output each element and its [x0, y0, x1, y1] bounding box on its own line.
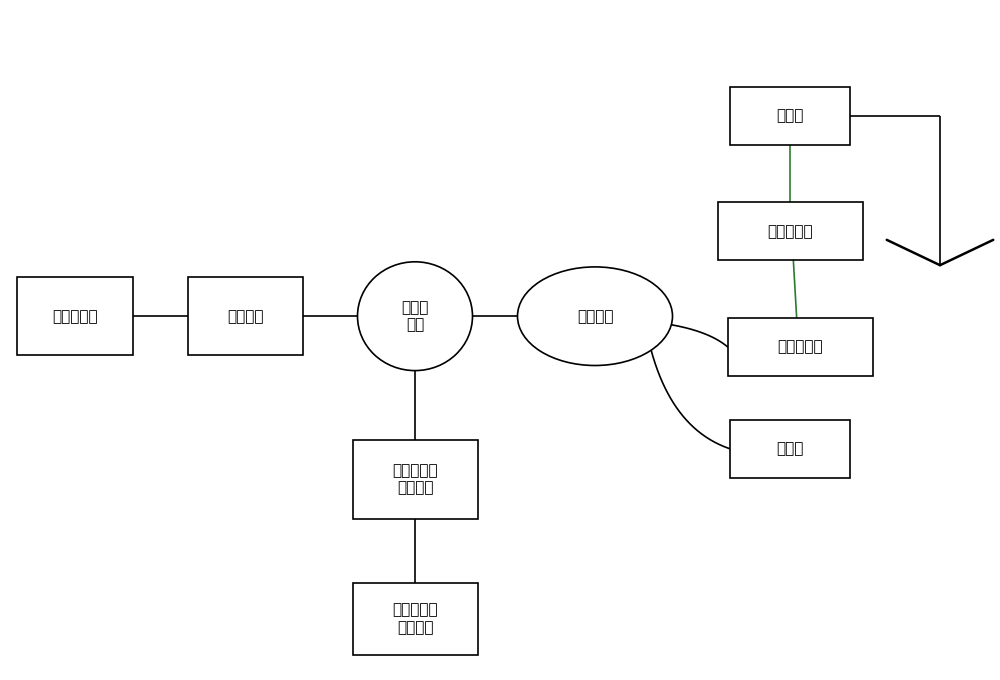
Text: 光电二极管: 光电二极管: [777, 339, 823, 354]
Text: 第一布拉格
光纤光栅: 第一布拉格 光纤光栅: [392, 463, 438, 496]
Text: 放大器: 放大器: [776, 108, 804, 123]
Text: 光隔离器: 光隔离器: [227, 309, 263, 324]
Bar: [728, 318, 872, 375]
Bar: [730, 87, 850, 145]
Bar: [352, 583, 478, 654]
Ellipse shape: [358, 262, 473, 371]
Text: 光谱仪: 光谱仪: [776, 441, 804, 456]
Text: 宽带激光器: 宽带激光器: [52, 309, 98, 324]
Text: 光耦合器: 光耦合器: [577, 309, 613, 324]
Bar: [352, 441, 478, 518]
Bar: [718, 203, 862, 260]
Text: 第二布拉格
光纤光栅: 第二布拉格 光纤光栅: [392, 602, 438, 635]
Text: 光纤环
路器: 光纤环 路器: [401, 300, 429, 333]
Text: 窄带滤波器: 窄带滤波器: [767, 224, 813, 239]
Bar: [17, 277, 132, 355]
Bar: [188, 277, 302, 355]
Bar: [730, 420, 850, 477]
Ellipse shape: [518, 267, 672, 366]
